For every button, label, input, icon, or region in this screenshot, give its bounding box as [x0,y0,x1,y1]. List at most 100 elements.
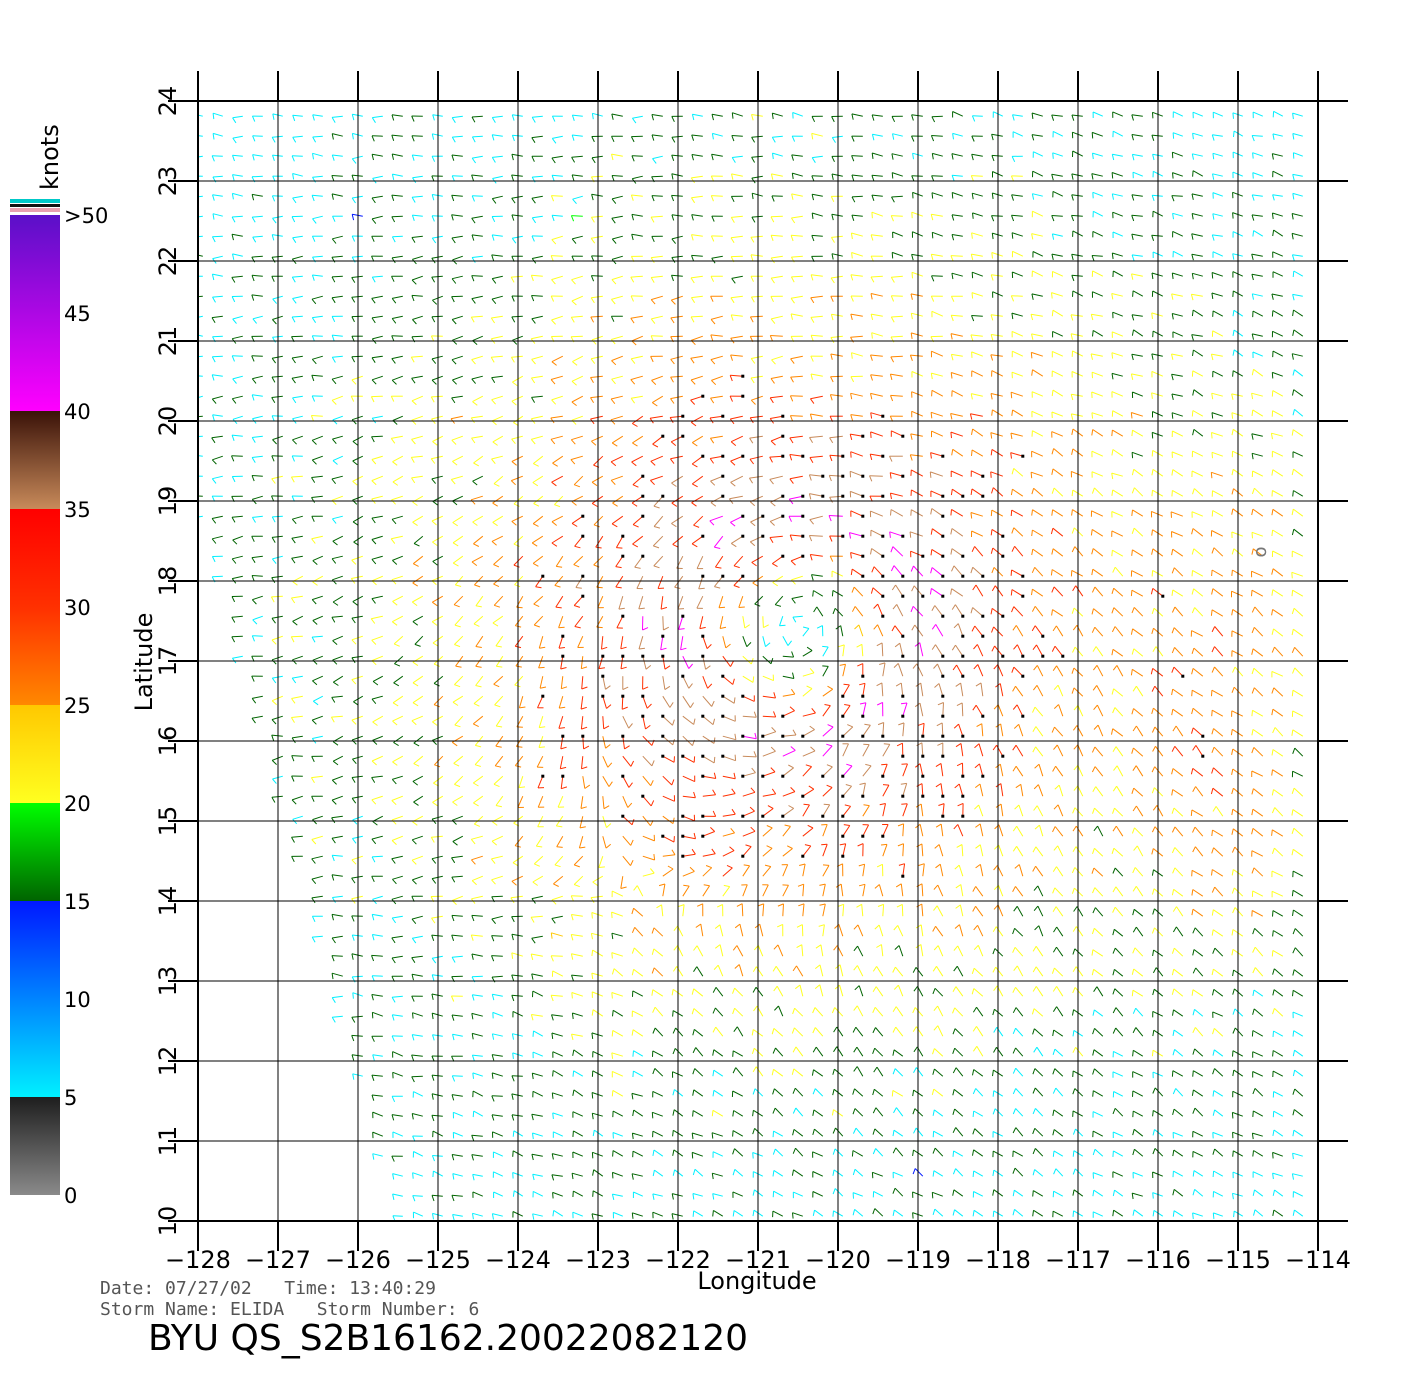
wind-barb [1292,451,1304,457]
wind-barb [473,775,484,784]
wind-barb-flag [1252,1110,1254,1117]
wind-barb [1213,1090,1224,1097]
wind-barb [875,1107,884,1117]
wind-barb-flag [723,884,730,888]
wind-barb-flag [533,463,539,467]
wind-barb [696,945,704,957]
wind-barb [749,455,763,460]
wind-barb [890,335,903,338]
wind-barb-flag [650,356,654,363]
wind-barb [1000,723,1004,737]
wind-barb [1272,589,1284,597]
wind-barb-flag [1033,1046,1038,1053]
wind-barb [991,448,1004,457]
wind-barb [910,433,923,437]
wind-barb [511,952,523,957]
wind-barb-flag [912,663,918,669]
wind-barb-flag [1092,330,1094,337]
wind-barb-flag [992,1108,996,1115]
wind-barb [950,470,964,477]
wind-barb-flag [879,662,886,665]
wind-barb-flag [584,784,591,789]
wind-barb [976,644,984,657]
wind-barb [702,853,716,857]
wind-barb-flag [611,523,618,528]
wind-barb-flag [1091,626,1096,633]
wind-barb [862,805,870,817]
wind-barb [492,993,503,997]
wind-barb [1213,968,1224,977]
wind-barb-flag [633,885,638,891]
wind-barb [952,488,964,497]
wind-barb [937,663,944,677]
wind-barb-flag [1151,888,1155,895]
wind-barb-flag [331,399,337,405]
wind-barb [1272,910,1284,917]
wind-barb-flag [773,692,776,699]
rain-flag-dot [941,454,945,458]
wind-barb-flag [719,626,727,629]
wind-barb [921,742,924,757]
rain-flag-dot [981,774,985,778]
wind-barb [452,375,463,381]
wind-barb [931,587,944,597]
wind-barb [1234,1008,1244,1017]
wind-barb-flag [993,664,999,670]
wind-barb [452,795,464,803]
wind-barb-flag [752,1152,754,1159]
wind-barb [212,535,223,540]
wind-barb-flag [913,1046,918,1053]
wind-barb [494,695,504,706]
wind-barb [971,393,983,397]
wind-barb-flag [611,1090,614,1097]
wind-barb [1273,989,1284,997]
rain-flag-dot [681,754,685,758]
wind-barb-flag [1033,905,1039,912]
wind-barb-flag [1032,1108,1036,1115]
wind-barb [873,566,884,577]
wind-barb-flag [391,937,396,944]
wind-barb-flag [711,700,715,707]
wind-barb-flag [870,548,873,555]
wind-barb-flag [734,923,741,929]
wind-barb [1292,1173,1303,1177]
wind-barb-flag [832,1169,835,1176]
wind-barb [776,985,784,997]
wind-barb [633,1070,644,1077]
wind-barb-flag [767,805,774,809]
wind-barb-flag [411,957,416,963]
wind-barb [391,955,403,959]
wind-barb [790,555,803,562]
wind-barb [372,335,383,340]
wind-barb [777,944,784,957]
wind-barb [915,1026,924,1037]
wind-barb [372,735,383,741]
wind-barb-flag [683,884,690,887]
wind-barb-flag [1151,353,1154,360]
wind-barb-flag [1171,647,1175,654]
wind-barb-flag [765,642,771,647]
wind-barb [392,715,404,722]
wind-barb [1171,353,1183,357]
rain-flag-dot [841,454,845,458]
wind-barb-flag [1010,433,1013,440]
wind-barb [779,616,784,626]
wind-barb [994,585,1004,597]
wind-barb [902,783,908,797]
wind-barb [471,895,483,900]
wind-barb [1212,490,1224,497]
wind-barb [772,575,784,583]
wind-barb-flag [331,997,336,1003]
rain-flag-dot [941,494,945,498]
wind-barb-flag [1053,926,1058,933]
wind-barb [371,635,383,641]
wind-barb-flag [990,393,993,400]
wind-barb [492,1054,503,1057]
wind-barb-flag [876,682,883,687]
wind-barb [558,636,564,649]
wind-barb-flag [1291,690,1294,697]
wind-barb [742,616,746,629]
wind-barb [979,763,984,777]
wind-barb-flag [605,685,611,690]
wind-barb [1052,468,1064,477]
